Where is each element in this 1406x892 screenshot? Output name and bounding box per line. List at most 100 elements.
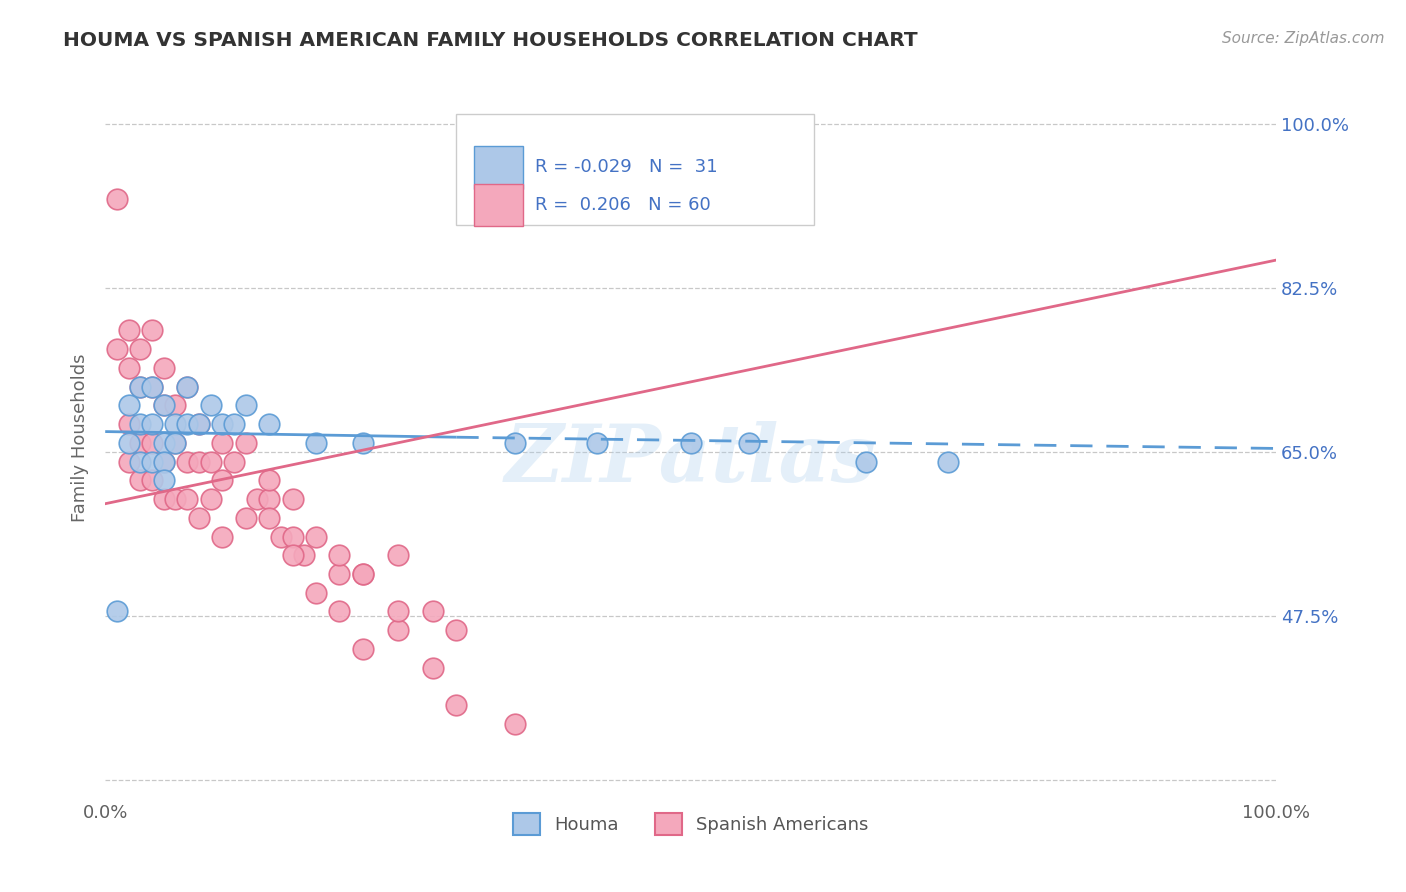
Text: R = -0.029   N =  31: R = -0.029 N = 31 [534,158,717,177]
Point [152,360,174,375]
Y-axis label: Family Households: Family Households [72,354,89,523]
Point [129,473,152,487]
Point [176,491,198,506]
Point [129,417,152,431]
Point [257,473,280,487]
Point [222,417,245,431]
Point [422,604,444,618]
Point [235,435,257,450]
Point [503,435,526,450]
Point [281,529,304,543]
Point [176,379,198,393]
Point [117,417,139,431]
Point [211,529,233,543]
Point [129,435,152,450]
Point [211,417,233,431]
Point [281,491,304,506]
FancyBboxPatch shape [474,146,523,188]
Text: R =  0.206   N = 60: R = 0.206 N = 60 [534,196,710,214]
Point [117,435,139,450]
Point [141,473,163,487]
Point [257,491,280,506]
Legend: Houma, Spanish Americans: Houma, Spanish Americans [503,804,877,844]
Point [129,342,152,356]
Point [152,454,174,468]
Point [305,585,328,599]
Point [352,566,374,581]
Point [305,435,328,450]
Point [257,417,280,431]
Point [387,604,409,618]
FancyBboxPatch shape [457,113,814,226]
Point [141,379,163,393]
Point [352,566,374,581]
Point [176,454,198,468]
Point [141,454,163,468]
Point [129,379,152,393]
Point [211,435,233,450]
Point [117,323,139,337]
Point [281,548,304,562]
Point [152,398,174,412]
Point [246,491,269,506]
Point [503,717,526,731]
Point [200,491,222,506]
Point [187,454,209,468]
Text: Source: ZipAtlas.com: Source: ZipAtlas.com [1222,31,1385,46]
Point [328,604,350,618]
Text: ZIPatlas: ZIPatlas [505,421,877,499]
Point [235,398,257,412]
Point [446,623,468,637]
Point [117,454,139,468]
Point [152,473,174,487]
Point [200,454,222,468]
Point [152,454,174,468]
Point [141,435,163,450]
Point [152,491,174,506]
Point [152,435,174,450]
Point [187,417,209,431]
Point [105,192,128,206]
Point [165,491,187,506]
Point [105,604,128,618]
Point [176,417,198,431]
Point [257,510,280,524]
Point [141,379,163,393]
Point [141,323,163,337]
Point [270,529,292,543]
Point [176,379,198,393]
Point [586,435,609,450]
Point [187,417,209,431]
Point [211,473,233,487]
Point [936,454,959,468]
Point [422,661,444,675]
Text: HOUMA VS SPANISH AMERICAN FAMILY HOUSEHOLDS CORRELATION CHART: HOUMA VS SPANISH AMERICAN FAMILY HOUSEHO… [63,31,918,50]
Point [165,398,187,412]
FancyBboxPatch shape [474,184,523,227]
Point [165,435,187,450]
Point [129,379,152,393]
Point [165,435,187,450]
Point [117,360,139,375]
Point [222,454,245,468]
Point [165,417,187,431]
Point [129,454,152,468]
Point [446,698,468,713]
Point [105,342,128,356]
Point [141,417,163,431]
Point [387,623,409,637]
Point [235,510,257,524]
Point [200,398,222,412]
Point [328,566,350,581]
Point [187,510,209,524]
Point [292,548,315,562]
Point [305,529,328,543]
Point [152,398,174,412]
Point [679,435,702,450]
Point [387,548,409,562]
Point [352,642,374,657]
Point [352,435,374,450]
Point [738,435,761,450]
Point [855,454,877,468]
Point [117,398,139,412]
